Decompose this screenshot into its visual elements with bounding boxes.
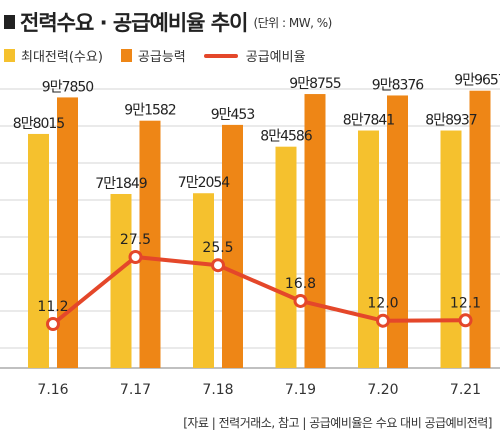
title-row: 전력수요 · 공급예비율 추이 (단위 : MW, %): [4, 6, 332, 38]
chart-title: 전력수요 · 공급예비율 추이: [20, 11, 248, 35]
x-tick-label: 7.20: [367, 382, 398, 398]
legend-item-supply: 공급능력: [120, 46, 186, 65]
legend-swatch-reserve: [203, 53, 238, 58]
supply-bar: [304, 94, 326, 368]
demand-bar: [358, 130, 379, 368]
demand-value-label: 8만8015: [13, 116, 65, 132]
demand-bar: [275, 146, 297, 368]
demand-bar: [110, 193, 132, 368]
legend-swatch-supply: [120, 49, 132, 62]
supply-value-label: 9만8755: [289, 76, 341, 92]
demand-value-label: 8만4586: [260, 129, 313, 145]
reserve-rate-label: 12.1: [450, 295, 481, 311]
supply-value-label: 9만8376: [372, 77, 425, 93]
demand-value-label: 8만7841: [343, 113, 395, 129]
legend: 최대전력(수요) 공급능력 공급예비율: [4, 46, 324, 65]
reserve-rate-label: 12.0: [367, 296, 398, 312]
legend-label-demand: 최대전력(수요): [21, 50, 103, 65]
reserve-rate-point: [376, 313, 390, 328]
supply-bar: [139, 120, 161, 368]
chart-unit: (단위 : MW, %): [253, 15, 332, 30]
reserve-rate-point: [46, 317, 60, 331]
reserve-rate-point: [128, 250, 143, 264]
demand-bar: [440, 130, 462, 368]
reserve-rate-point: [458, 313, 473, 328]
supply-bar: [222, 124, 243, 368]
demand-value-label: 8만8937: [425, 113, 477, 129]
reserve-rate-label: 25.5: [202, 240, 233, 256]
supply-value-label: 9만1582: [124, 103, 176, 119]
demand-value-label: 7만1849: [95, 176, 147, 192]
source-note: [자료 | 전력거래소, 참고 | 공급예비율은 수요 대비 공급예비전력]: [183, 416, 492, 430]
reserve-rate-point: [293, 293, 308, 308]
demand-bar: [193, 193, 214, 368]
supply-value-label: 9만9657: [454, 73, 500, 89]
reserve-rate-label: 16.8: [285, 276, 316, 292]
legend-label-reserve: 공급예비율: [245, 50, 306, 65]
x-tick-label: 7.17: [120, 382, 151, 398]
demand-value-label: 7만2054: [178, 175, 231, 191]
x-tick-label: 7.19: [285, 382, 316, 398]
supply-bar: [387, 95, 408, 368]
supply-bar: [57, 97, 78, 369]
legend-item-demand: 최대전력(수요): [4, 46, 103, 65]
x-tick-label: 7.21: [450, 382, 481, 398]
legend-swatch-demand: [4, 49, 15, 62]
reserve-rate-label: 27.5: [120, 232, 151, 248]
supply-value-label: 9만453: [211, 107, 255, 123]
legend-item-reserve: 공급예비율: [203, 46, 306, 65]
reserve-rate-line: [51, 255, 466, 326]
supply-bar: [469, 90, 491, 368]
supply-value-label: 9만7850: [42, 79, 94, 95]
reserve-rate-point: [211, 258, 225, 273]
legend-label-supply: 공급능력: [137, 50, 186, 65]
x-tick-label: 7.18: [202, 382, 233, 398]
x-tick-label: 7.16: [37, 382, 68, 398]
reserve-rate-label: 11.2: [37, 299, 68, 315]
chart-area: 8만8015 9만7850 7만1849 9만1582 7만2054 9만453 8만458…: [0, 73, 500, 398]
demand-bar: [28, 133, 49, 368]
title-square-icon: [4, 15, 15, 29]
